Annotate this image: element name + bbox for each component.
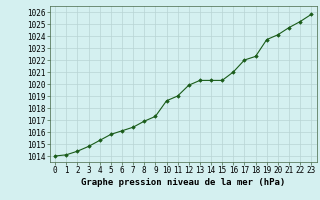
X-axis label: Graphe pression niveau de la mer (hPa): Graphe pression niveau de la mer (hPa) (81, 178, 285, 187)
